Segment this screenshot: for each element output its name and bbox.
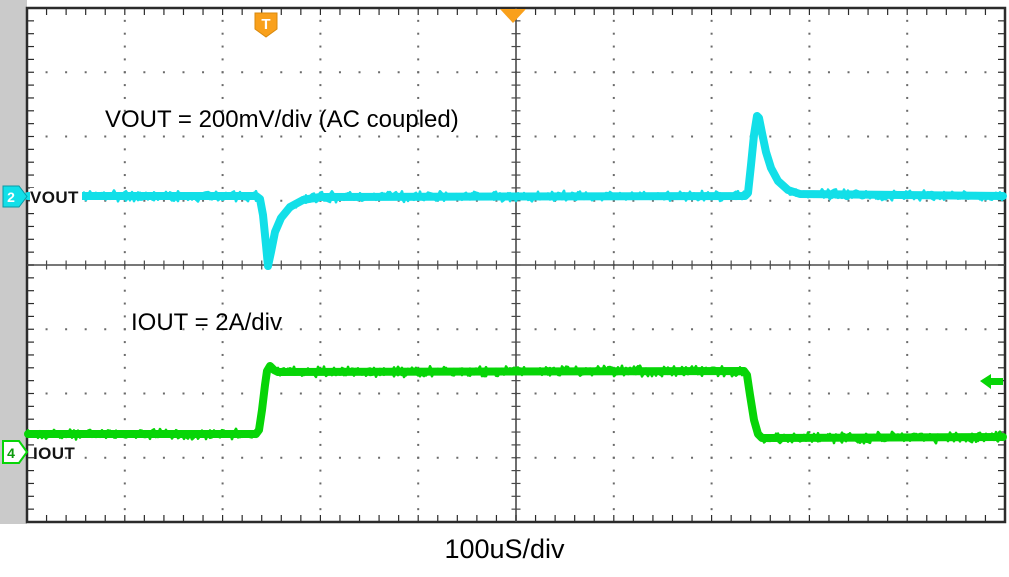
ch4-trigger-level-arrow-icon <box>980 374 1003 389</box>
trigger-badge-letter: T <box>261 16 270 33</box>
left-sidebar <box>0 0 27 524</box>
ch4-badge-number: 4 <box>7 445 15 461</box>
ch4-badge-arrow-icon <box>2 440 29 464</box>
ch2-channel-badge: 2 <box>2 185 28 208</box>
ch4-trace-label: IOUT <box>33 444 76 463</box>
timebase-label: 100uS/div <box>444 534 565 564</box>
vout-scale-annotation: VOUT = 200mV/div (AC coupled) <box>105 106 459 133</box>
trigger-badge-shield-icon <box>254 12 278 38</box>
ch2-trace-label: VOUT <box>30 188 82 207</box>
trigger-position-marker-icon <box>500 9 526 23</box>
waveform-traces <box>24 112 1007 445</box>
ch4-channel-badge: 4 <box>2 440 29 464</box>
trigger-source-badge: T <box>254 12 278 38</box>
ch2-badge-number: 2 <box>7 189 15 205</box>
ch2-badge-arrow-icon <box>2 185 28 208</box>
iout-scale-annotation: IOUT = 2A/div <box>131 309 282 336</box>
